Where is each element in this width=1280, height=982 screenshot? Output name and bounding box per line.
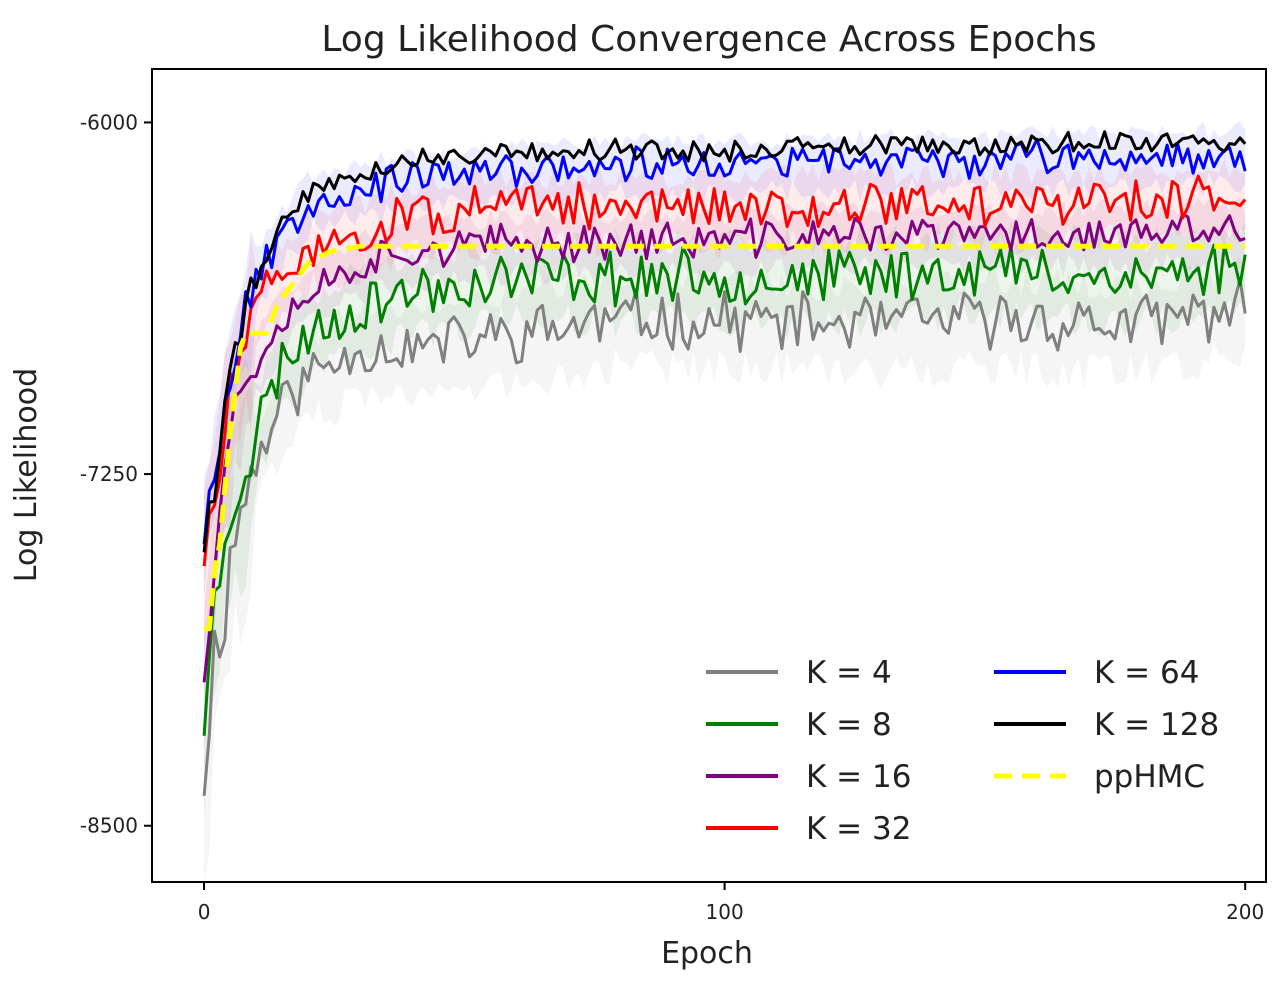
band-k-16	[204, 197, 1246, 746]
legend: K = 4 K = 8 K = 16 K = 32 K = 64 K = 128 ppHMC	[706, 655, 1219, 847]
legend-label-k-4: K = 4	[806, 655, 892, 691]
y-axis-ticks: -6000 -7250 -8500	[80, 110, 152, 838]
legend-label-k-128: K = 128	[1094, 707, 1219, 743]
plot-frame	[151, 68, 1267, 883]
x-tick-label: 100	[706, 900, 744, 924]
x-axis-label: Epoch	[661, 936, 753, 971]
series-line-k-64	[202, 137, 1247, 545]
y-tick-label: -6000	[80, 110, 138, 134]
y-tick-label: -8500	[80, 814, 138, 838]
series-lines	[202, 130, 1247, 797]
series-line-pphmc	[204, 243, 1246, 632]
series-line-k-8	[202, 243, 1247, 736]
series-line-k-4	[202, 278, 1247, 797]
legend-label-k-64: K = 64	[1094, 655, 1199, 691]
series-line-k-128	[202, 130, 1247, 553]
y-tick-label: -7250	[80, 462, 138, 486]
legend-label-k-32: K = 32	[806, 811, 911, 847]
band-k-64	[204, 122, 1246, 600]
band-k-8	[204, 220, 1246, 819]
legend-label-pphmc: ppHMC	[1094, 759, 1205, 795]
band-k-4	[204, 257, 1246, 882]
legend-label-k-8: K = 8	[806, 707, 892, 743]
x-axis-ticks: 0 100 200	[198, 882, 1264, 924]
x-tick-label: 0	[198, 900, 211, 924]
x-tick-label: 200	[1226, 900, 1264, 924]
chart-title: Log Likelihood Convergence Across Epochs	[321, 19, 1096, 60]
series-line-k-32	[202, 174, 1247, 567]
legend-label-k-16: K = 16	[806, 759, 911, 795]
band-k-32	[204, 159, 1246, 647]
y-axis-label: Log Likelihood	[9, 368, 44, 582]
series-line-k-16	[202, 212, 1246, 683]
